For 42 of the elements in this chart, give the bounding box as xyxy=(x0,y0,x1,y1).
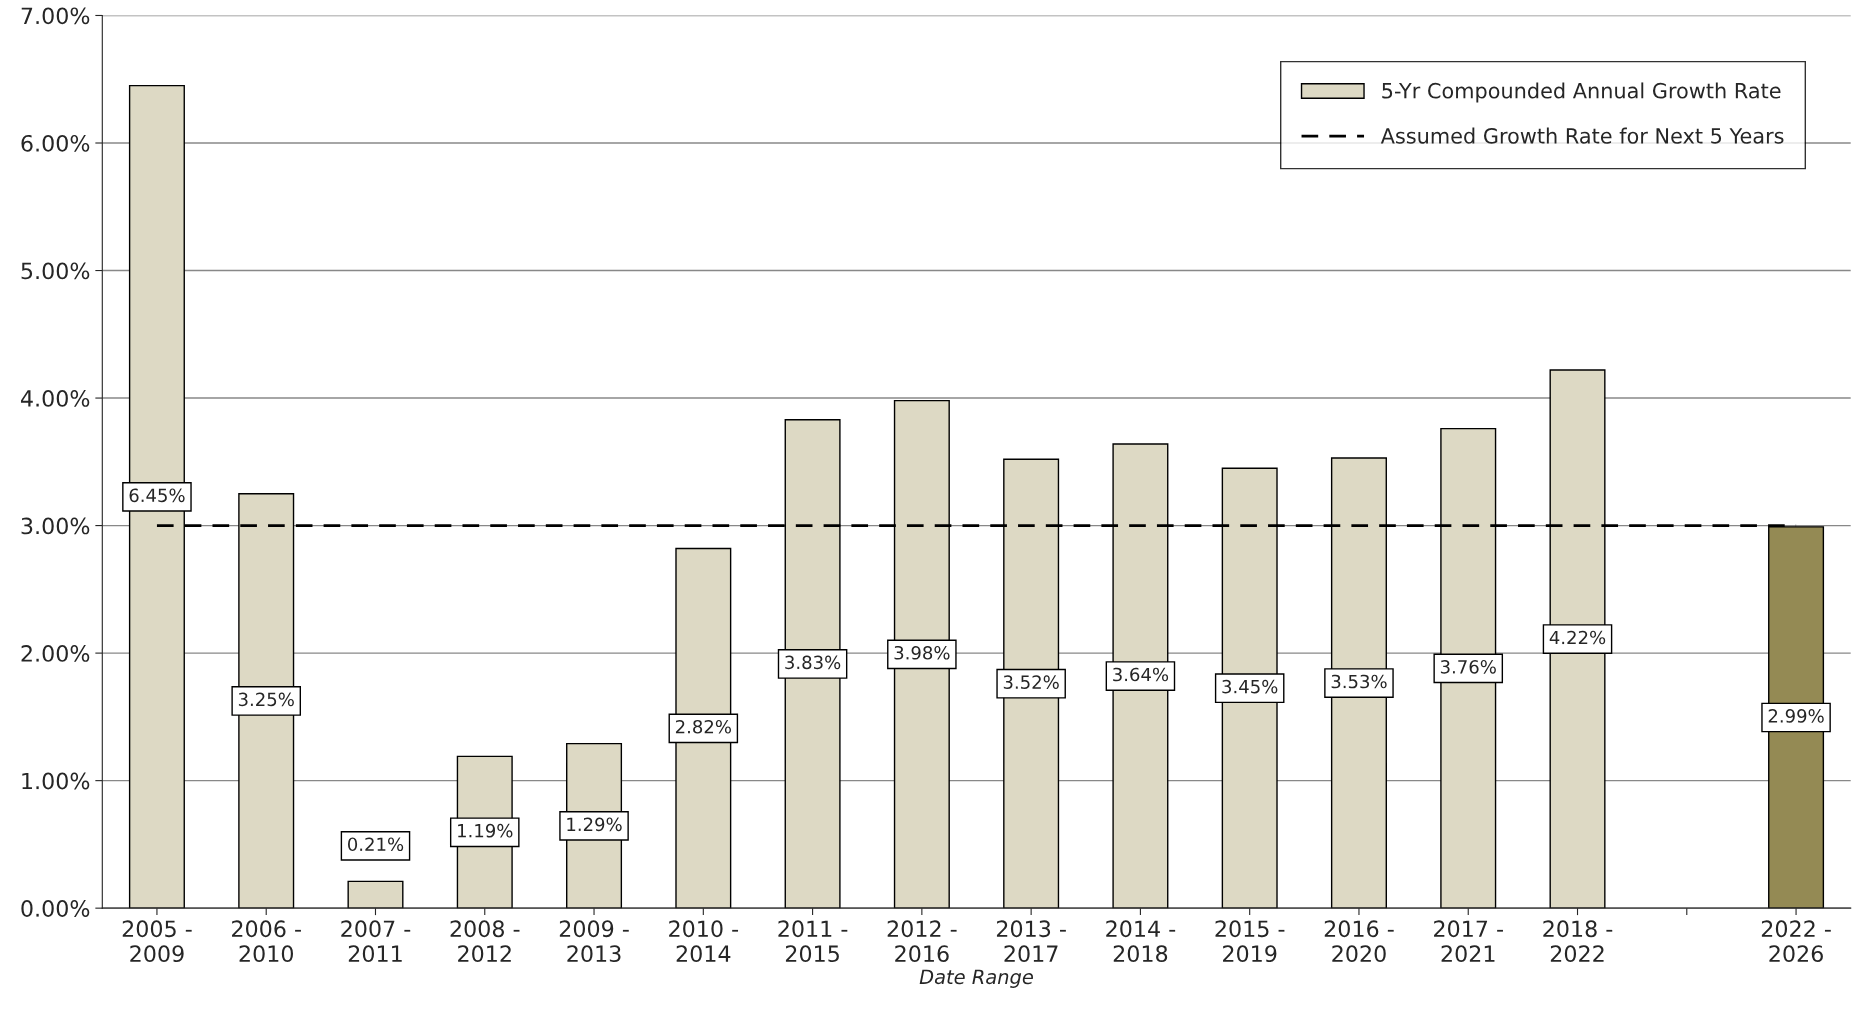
y-tick-label: 5.00% xyxy=(21,262,90,280)
y-tick-label: 6.00% xyxy=(21,134,90,152)
x-tick-label: 2018 - 2022 xyxy=(1543,920,1613,963)
data-label: 3.76% xyxy=(1440,659,1496,674)
y-tick-label: 7.00% xyxy=(21,7,90,25)
data-label: 3.83% xyxy=(785,655,841,670)
data-label: 2.82% xyxy=(675,719,731,734)
y-tick-label: 2.00% xyxy=(21,645,90,662)
x-tick-label: 2015 - 2019 xyxy=(1215,920,1285,963)
x-tick-label: 2013 - 2017 xyxy=(996,920,1066,963)
data-label: 1.29% xyxy=(567,817,622,832)
data-label: 3.98% xyxy=(894,645,950,660)
x-tick-label: 2011 - 2015 xyxy=(778,920,848,963)
x-tick-label: 2008 - 2012 xyxy=(450,920,520,963)
data-label: 3.45% xyxy=(1222,679,1278,694)
x-tick-label: 2006 - 2010 xyxy=(232,920,301,963)
data-label: 3.64% xyxy=(1113,667,1169,682)
data-label: 3.52% xyxy=(1003,675,1059,689)
legend-label: Assumed Growth Rate for Next 5 Years xyxy=(1380,127,1784,144)
x-axis-title: Date Range xyxy=(919,969,1033,988)
legend-label: 5-Yr Compounded Annual Growth Rate xyxy=(1382,82,1781,103)
data-label: 0.21% xyxy=(348,837,404,852)
y-tick-label: 4.00% xyxy=(20,390,90,407)
data-label: 3.53% xyxy=(1331,674,1387,689)
bar xyxy=(347,880,404,909)
x-tick-label: 2014 - 2018 xyxy=(1106,920,1176,963)
x-tick-label: 2007 - 2011 xyxy=(341,920,411,963)
data-label: 6.45% xyxy=(129,488,185,503)
y-tick-label: 0.00% xyxy=(21,900,90,917)
y-tick-label: 3.00% xyxy=(21,517,90,535)
x-tick-label: 2017 - 2021 xyxy=(1434,920,1503,963)
x-tick-label: 2012 - 2016 xyxy=(887,920,957,963)
y-tick-label: 1.00% xyxy=(22,772,90,790)
x-tick-label: 2009 - 2013 xyxy=(559,920,629,963)
data-label: 1.19% xyxy=(458,823,513,838)
x-tick-label: 2005 - 2009 xyxy=(122,920,192,963)
x-tick-label: 2010 - 2014 xyxy=(669,920,739,963)
x-tick-label: 2022 - 2026 xyxy=(1761,920,1831,963)
data-label: 3.25% xyxy=(238,692,294,707)
x-tick-label: 2016 - 2020 xyxy=(1324,920,1394,963)
data-label: 2.99% xyxy=(1768,709,1824,723)
data-label: 4.22% xyxy=(1549,630,1606,645)
